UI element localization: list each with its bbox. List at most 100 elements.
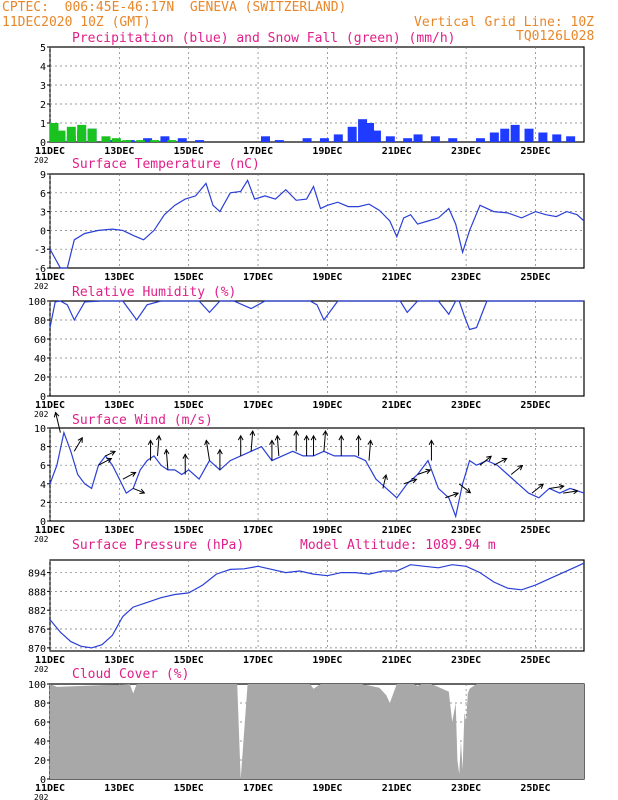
wind-arrow <box>237 434 244 456</box>
wind-arrow-shaft <box>205 440 211 461</box>
wind-arrow-head <box>237 434 244 441</box>
x-tick-label: 15DEC <box>174 525 204 536</box>
precip-bar <box>358 119 368 142</box>
wind-arrow-shaft <box>563 490 578 494</box>
y-tick-label: 6 <box>40 189 46 200</box>
snow-bar <box>122 140 132 142</box>
x-tick-label: 13DEC <box>104 655 134 666</box>
wind-arrow-shaft <box>417 469 431 475</box>
wind-arrow-head <box>538 483 545 489</box>
panel-title: Surface Pressure (hPa) <box>72 538 244 553</box>
wind-arrow <box>382 473 388 489</box>
x-tick-label: 13DEC <box>104 146 134 157</box>
x-tick-label: 23DEC <box>451 146 481 157</box>
snow-bar <box>136 140 146 142</box>
panel-title: Surface Temperature (nC) <box>72 157 260 172</box>
x-tick-label: 23DEC <box>451 655 481 666</box>
x-tick-label: 19DEC <box>312 655 342 666</box>
y-tick-label: 10 <box>34 424 46 435</box>
y-tick-label: 80 <box>34 316 46 327</box>
year-label: 202 <box>34 156 49 165</box>
wind-arrow-head <box>106 457 113 463</box>
snow-bar <box>87 128 97 142</box>
x-tick-label: 11DEC <box>35 525 65 536</box>
wind-arrow <box>204 439 211 461</box>
snow-bar <box>77 124 87 142</box>
panel-title: Precipitation (blue) and Snow Fall (gree… <box>72 31 456 46</box>
wind-arrow <box>155 434 162 456</box>
series-line <box>49 300 584 331</box>
precip-bar <box>333 134 343 142</box>
wind-arrow <box>322 430 329 452</box>
precip-bar <box>566 136 576 142</box>
wind-arrow <box>105 450 117 457</box>
y-tick-label: 3 <box>40 208 46 219</box>
y-tick-label: 100 <box>28 297 46 308</box>
wind-arrow <box>310 434 317 456</box>
x-tick-label: 11DEC <box>35 655 65 666</box>
wind-arrow-shaft <box>479 455 492 466</box>
run-code: TQ0126L028 <box>516 29 595 44</box>
wind-arrow-shaft <box>55 412 61 433</box>
x-tick-label: 15DEC <box>174 146 204 157</box>
x-tick-label: 21DEC <box>382 655 412 666</box>
plot-frame <box>49 427 585 522</box>
x-tick-label: 13DEC <box>104 272 134 283</box>
precip-bar <box>177 138 187 142</box>
wind-arrow-head <box>293 430 300 436</box>
x-tick-label: 25DEC <box>520 655 550 666</box>
y-tick-label: 0 <box>40 392 46 403</box>
precip-bar <box>143 138 153 142</box>
wind-arrow-head <box>182 453 189 459</box>
x-tick-label: 17DEC <box>243 655 273 666</box>
wind-arrow-head <box>310 434 317 441</box>
precip-bar <box>448 138 458 142</box>
x-tick-label: 19DEC <box>312 783 342 794</box>
x-tick-label: 13DEC <box>104 525 134 536</box>
precip-bar <box>347 126 357 142</box>
wind-arrow-shaft <box>73 437 83 452</box>
x-tick-label: 11DEC <box>35 783 65 794</box>
x-tick-label: 11DEC <box>35 146 65 157</box>
wind-arrow <box>549 484 565 490</box>
wind-arrow-head <box>517 464 524 471</box>
snow-bar <box>167 140 177 142</box>
precip-bar <box>260 136 270 142</box>
model-altitude: Model Altitude: 1089.94 m <box>300 538 496 553</box>
precip-bar <box>365 123 375 142</box>
x-tick-label: 15DEC <box>174 272 204 283</box>
wind-arrow-shaft <box>549 485 564 489</box>
wind-arrow-head <box>486 455 492 462</box>
y-tick-label: 20 <box>34 756 46 767</box>
precip-bar <box>319 138 329 142</box>
x-tick-label: 21DEC <box>382 400 412 411</box>
y-tick-label: 20 <box>34 373 46 384</box>
precip-bar <box>403 138 413 142</box>
snow-bar <box>56 130 66 142</box>
y-tick-label: 60 <box>34 335 46 346</box>
wind-arrow <box>493 457 508 466</box>
wind-arrow-shaft <box>493 458 507 466</box>
wind-arrow-head <box>453 491 460 498</box>
panel-title: Surface Wind (m/s) <box>72 413 213 428</box>
x-tick-label: 21DEC <box>382 525 412 536</box>
wind-arrow-shaft <box>323 431 327 452</box>
x-tick-label: 15DEC <box>174 400 204 411</box>
wind-arrow-head <box>110 450 117 456</box>
wind-arrow <box>428 439 435 461</box>
year-label: 202 <box>34 282 49 291</box>
wind-arrow-shaft <box>445 492 459 499</box>
x-tick-label: 11DEC <box>35 400 65 411</box>
wind-arrow-head <box>572 488 579 495</box>
x-tick-label: 13DEC <box>104 783 134 794</box>
wind-arrow-shaft <box>458 483 471 494</box>
wind-arrow <box>182 453 189 475</box>
wind-arrow <box>73 436 83 452</box>
wind-arrow <box>563 488 579 495</box>
y-tick-label: 876 <box>28 625 46 636</box>
wind-arrow-shaft <box>403 478 417 485</box>
y-tick-label: 8 <box>40 443 46 454</box>
wind-arrow-shaft <box>368 440 372 461</box>
x-tick-label: 17DEC <box>243 400 273 411</box>
panel-title: Relative Humidity (%) <box>72 285 236 300</box>
